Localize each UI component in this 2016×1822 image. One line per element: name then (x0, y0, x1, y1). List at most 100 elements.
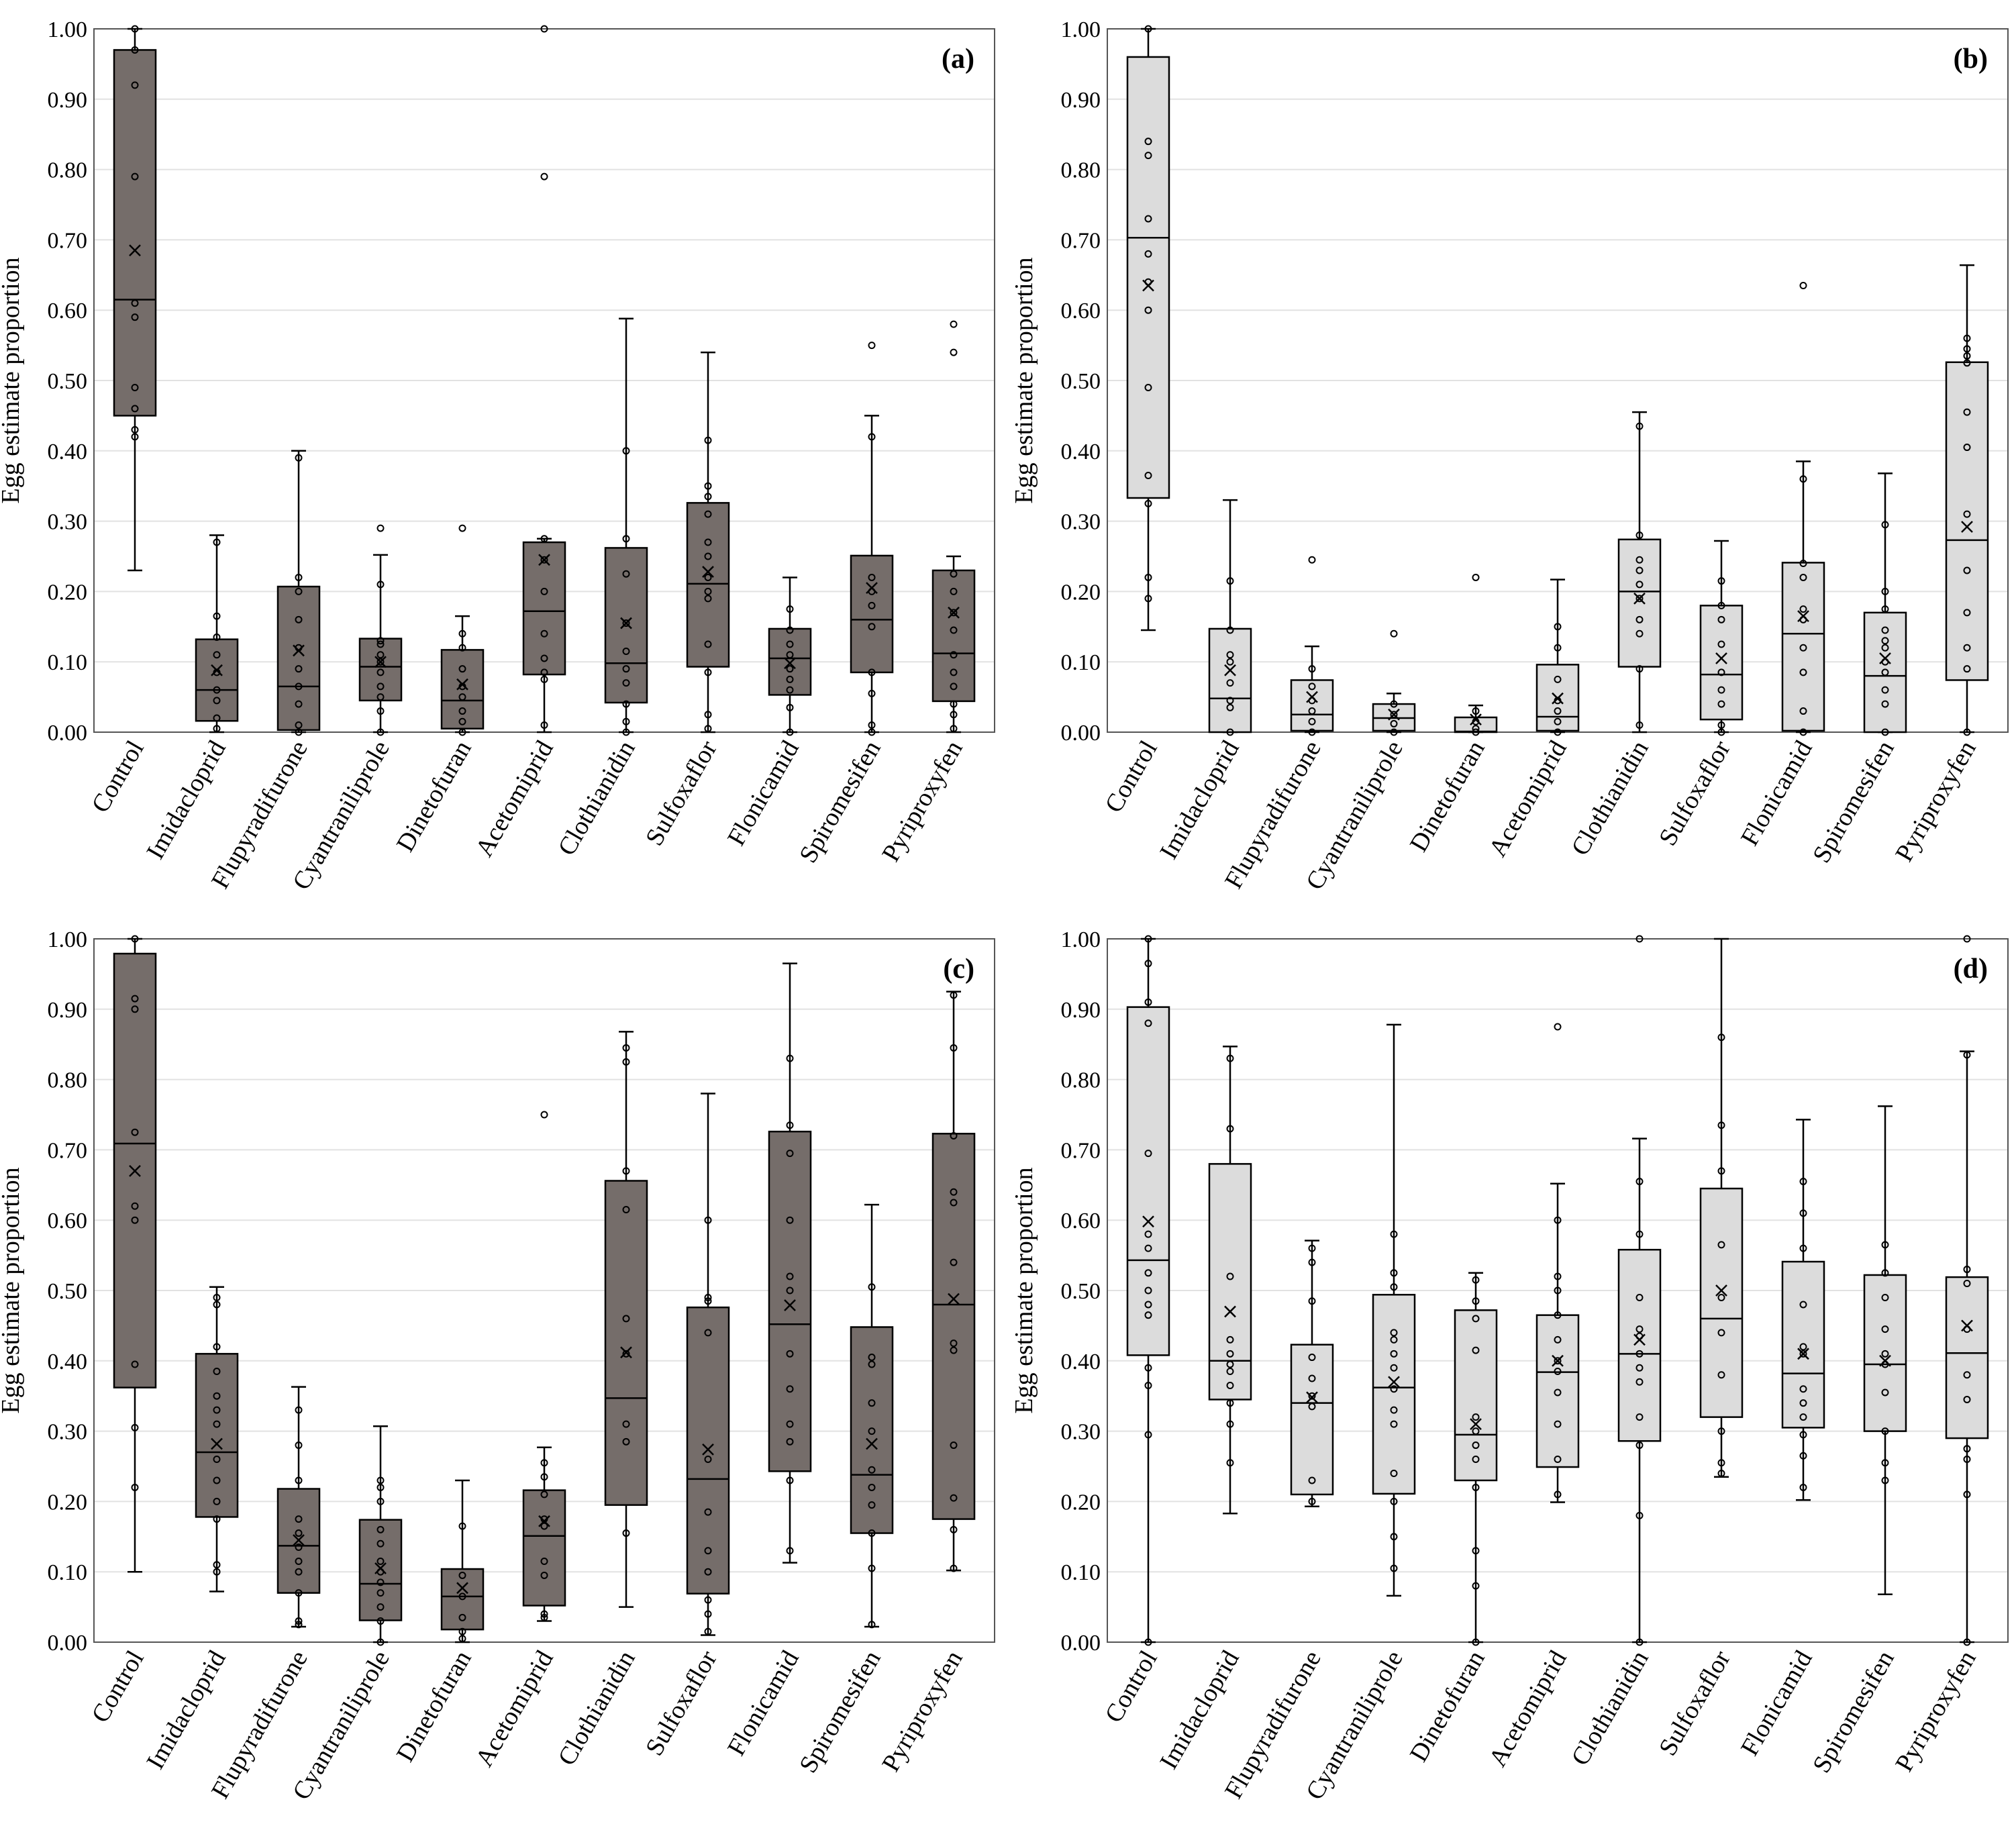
data-point (131, 433, 139, 441)
data-point (458, 693, 466, 701)
mean-marker-stroke (374, 656, 387, 668)
data-point (622, 1058, 630, 1066)
box-iqr (1290, 1344, 1334, 1496)
x-tick-label: Dinetofuran (391, 736, 477, 857)
data-point (295, 700, 303, 708)
data-point (950, 1494, 958, 1502)
data-point (295, 721, 303, 729)
data-point (1717, 700, 1725, 708)
mean-marker-stroke (866, 1437, 878, 1450)
x-tick-label: Spiromesifen (1807, 1646, 1900, 1778)
panel-a: 0.00 0.10 0.20 0.30 0.40 0.50 0.60 0.70 0.80 0.90… (0, 17, 995, 895)
y-tick-label: 0.40 (48, 440, 88, 464)
data-point (1144, 935, 1152, 943)
mean-marker (374, 1562, 387, 1574)
data-point (1963, 609, 1971, 617)
data-point (295, 1568, 303, 1576)
data-point (704, 436, 712, 444)
box-acetomiprid: Acetomiprid (1483, 578, 1580, 862)
data-point (1390, 1469, 1398, 1477)
mean-marker (948, 606, 960, 619)
y-tick-label: 0.00 (1061, 721, 1101, 746)
data-point (868, 573, 876, 581)
panel-c: 0.00 0.10 0.20 0.30 0.40 0.50 0.60 0.70 0.80 0.90… (0, 927, 995, 1805)
data-point (1881, 1476, 1889, 1484)
data-point (1308, 1374, 1316, 1382)
data-point (1963, 1371, 1971, 1379)
data-point (1881, 728, 1889, 736)
data-point (458, 728, 466, 736)
mean-marker (1224, 664, 1236, 676)
data-point (295, 1529, 303, 1537)
data-point (458, 665, 466, 673)
box-dinetofuran: Dinetofuran (1405, 573, 1498, 857)
y-tick-label: 0.20 (48, 1490, 88, 1515)
data-point (540, 1610, 548, 1618)
data-point (131, 425, 139, 434)
x-tick-label: Clothianidin (552, 736, 640, 861)
y-tick-label: 1.00 (48, 17, 88, 42)
y-axis-label: Egg estimate proportion (0, 1167, 25, 1413)
y-tick-label: 1.00 (1061, 927, 1101, 952)
data-point (1144, 1381, 1152, 1389)
data-point (950, 682, 958, 691)
mean-marker (1142, 1215, 1154, 1228)
data-point (1472, 1346, 1480, 1354)
data-point (1635, 595, 1644, 603)
data-point (1963, 644, 1971, 652)
data-point (295, 573, 303, 581)
data-point (786, 1054, 794, 1062)
data-point (868, 342, 876, 350)
data-point (1963, 1445, 1971, 1453)
x-tick-label: Pyriproxyfen (876, 1646, 968, 1777)
box-iqr (1372, 1294, 1416, 1495)
mean-marker-stroke (1552, 1354, 1564, 1367)
data-point (868, 728, 876, 736)
data-point (622, 700, 630, 708)
data-point (622, 1529, 630, 1537)
data-point (458, 1592, 466, 1601)
data-point (704, 1329, 712, 1337)
data-point (540, 1522, 548, 1530)
data-point (376, 1483, 385, 1491)
y-tick-label: 0.70 (1061, 1138, 1101, 1163)
data-point (295, 1617, 303, 1625)
mean-marker (948, 1293, 960, 1305)
box-iqr (1945, 1276, 1989, 1439)
mean-marker-stroke (129, 244, 141, 257)
box-flonicamid: Flonicamid (722, 962, 812, 1760)
mean-marker-stroke (784, 657, 796, 670)
box-iqr (768, 1130, 812, 1472)
data-point (1144, 1286, 1152, 1295)
data-point (540, 1111, 548, 1119)
data-point (376, 1578, 385, 1586)
data-point (1144, 499, 1152, 507)
data-point (1635, 566, 1644, 574)
data-point (1308, 1258, 1316, 1266)
data-point (1390, 1420, 1398, 1428)
data-point (1226, 658, 1234, 666)
y-tick-label: 0.00 (48, 721, 88, 746)
data-point (1635, 1293, 1644, 1301)
mean-marker-stroke (948, 1293, 960, 1305)
data-point (1554, 1490, 1562, 1499)
data-point (622, 1315, 630, 1323)
data-point (704, 1297, 712, 1305)
data-point (786, 1272, 794, 1280)
mean-marker (1306, 1391, 1318, 1404)
box-iqr (1617, 538, 1662, 668)
data-point (295, 682, 303, 691)
x-tick-label: Dinetofuran (1405, 736, 1491, 857)
data-point (1472, 1297, 1480, 1305)
data-point (1635, 1350, 1644, 1358)
data-point (704, 725, 712, 733)
data-point (1226, 626, 1234, 634)
mean-marker-stroke (538, 1515, 550, 1527)
data-point (622, 1205, 630, 1213)
mean-marker (211, 664, 223, 676)
data-point (1472, 1413, 1480, 1421)
data-point (950, 1346, 958, 1354)
data-point (1799, 644, 1807, 652)
x-tick-label: Flonicamid (1735, 1646, 1818, 1761)
data-point (1554, 1420, 1562, 1428)
